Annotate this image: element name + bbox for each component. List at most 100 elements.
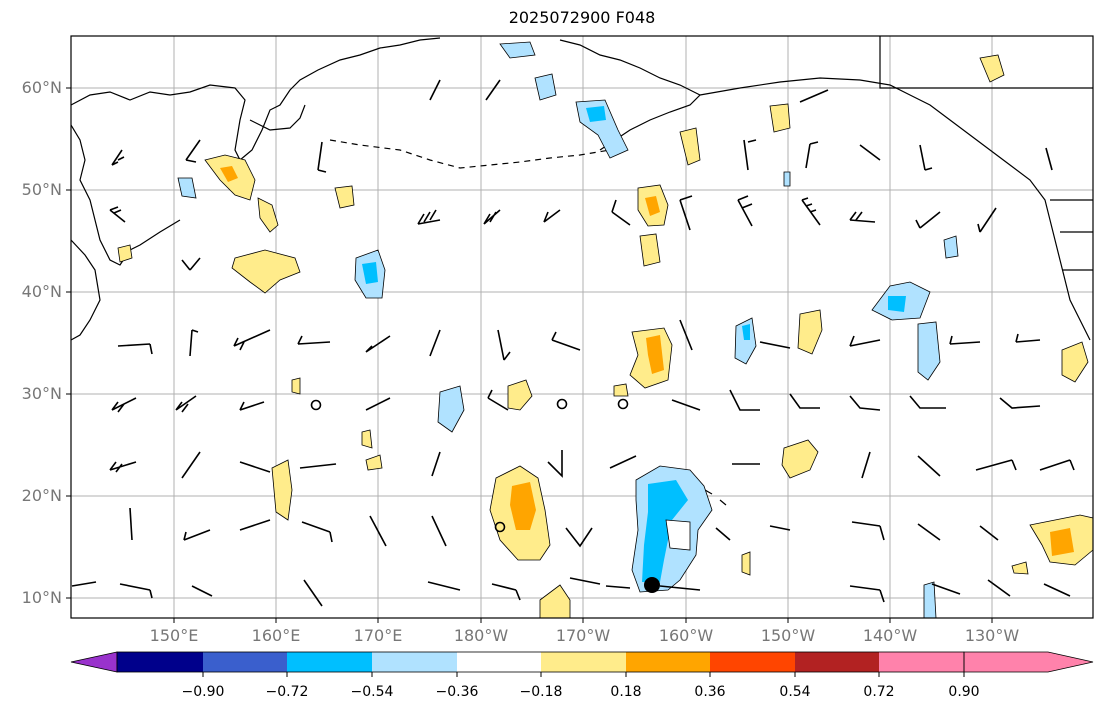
- contour-positive: [639, 233, 661, 267]
- wind-barb: [239, 461, 271, 473]
- contour-positive: [613, 383, 629, 397]
- alaska-west-coast: [559, 39, 702, 151]
- colorbar-tick-label: 0.54: [779, 684, 811, 700]
- wind-barb: [605, 585, 631, 589]
- colorbar-tick-label: 0.72: [863, 684, 895, 700]
- contour-negative-core: [642, 480, 688, 582]
- wind-barb: [743, 139, 757, 171]
- wind-barb: [565, 527, 593, 548]
- contour-positive: [365, 454, 383, 471]
- wind-barb: [931, 583, 961, 595]
- wind-barb: [919, 144, 933, 171]
- wind-barb: [181, 257, 201, 271]
- wind-barb: [859, 144, 881, 161]
- colorbar-extend-min: [70, 651, 118, 673]
- contour-negative: [917, 321, 941, 381]
- wind-barb: [189, 329, 199, 357]
- wind-barb: [1015, 333, 1041, 343]
- lat-label-60n: 60°N: [21, 78, 62, 97]
- contour-positive: [769, 103, 791, 133]
- wind-barb: [111, 149, 125, 166]
- colorbar-tick-label: 0.36: [694, 684, 726, 700]
- kamchatka-coast: [70, 124, 181, 266]
- wind-barb: [427, 581, 461, 591]
- wind-barb: [975, 459, 1017, 471]
- colorbar-segment: [457, 652, 541, 672]
- contour-negative-core: [888, 296, 906, 312]
- wind-barb: [429, 329, 441, 357]
- axis-ticks: [66, 87, 993, 623]
- wind-barb: [915, 211, 941, 229]
- colorbar-tick-label: −0.36: [435, 684, 479, 700]
- wind-barb: [109, 461, 137, 473]
- contour-positive: [257, 197, 279, 233]
- contour-positive-core: [220, 166, 238, 182]
- colorbar: [70, 651, 1094, 677]
- contour-positive-core: [646, 335, 664, 374]
- contour-negative-core: [362, 262, 378, 284]
- wind-barb: [1043, 583, 1071, 597]
- border-lines: [1050, 199, 1093, 271]
- wind-barb: [861, 451, 871, 479]
- wind-barb: [659, 585, 701, 591]
- wind-barb: [365, 335, 391, 353]
- wind-barb: [999, 397, 1041, 409]
- wind-barb: [949, 335, 981, 345]
- colorbar-segment: [710, 652, 795, 672]
- lat-label-50n: 50°N: [21, 180, 62, 199]
- wind-barb: [109, 206, 126, 223]
- contour-positive: [1011, 561, 1029, 575]
- colorbar-segment: [372, 652, 457, 672]
- contour-positive: [361, 429, 373, 449]
- wind-barb: [729, 389, 760, 411]
- contour-negative-core: [586, 106, 606, 122]
- open-circle-marker: [494, 521, 506, 533]
- wind-barb: [801, 197, 821, 226]
- open-circle-marker: [617, 398, 629, 410]
- wind-barb: [679, 319, 693, 351]
- lon-label-130w: 130°W: [964, 626, 1020, 645]
- contour-positive: [507, 379, 533, 411]
- wind-barb: [185, 139, 201, 163]
- colorbar-tick-label: 0.18: [610, 684, 642, 700]
- wind-barb: [317, 141, 327, 173]
- open-circle-marker: [310, 399, 322, 411]
- contour-positive: [741, 551, 751, 576]
- wind-barb: [119, 583, 153, 599]
- wind-barb: [129, 507, 133, 541]
- wind-barb: [543, 209, 561, 223]
- contour-positive: [781, 439, 819, 479]
- wind-barb: [671, 399, 701, 411]
- siberia-coast: [70, 37, 441, 161]
- wind-barb: [429, 79, 441, 101]
- colorbar-segment: [203, 652, 287, 672]
- contour-positive: [1061, 341, 1089, 383]
- wind-barb: [417, 209, 441, 225]
- lon-label-170e: 170°E: [353, 626, 403, 645]
- wind-barb: [181, 451, 201, 479]
- contour-negative: [943, 235, 959, 259]
- wind-barb: [917, 455, 941, 477]
- wind-barb: [977, 207, 997, 233]
- colorbar-segment: [795, 652, 879, 672]
- wind-barb: [233, 329, 271, 351]
- wind-barb: [303, 579, 323, 607]
- map-frame: [70, 35, 1094, 619]
- contour-negative: [534, 73, 557, 101]
- contour-gap: [665, 519, 691, 551]
- wind-barb: [987, 579, 1011, 597]
- colorbar-segment: [626, 652, 710, 672]
- contour-negative: [923, 581, 937, 619]
- aleutian-islands: [329, 139, 611, 169]
- lat-label-40n: 40°N: [21, 282, 62, 301]
- wind-barb: [547, 450, 563, 478]
- wind-barb: [365, 397, 391, 411]
- open-circle-marker: [556, 398, 568, 410]
- contour-negative: [734, 317, 757, 365]
- colorbar-segment: [879, 652, 964, 672]
- wind-barb: [849, 335, 881, 347]
- wind-barb: [183, 529, 211, 541]
- wind-barb: [849, 211, 876, 223]
- lon-label-150w: 150°W: [760, 626, 816, 645]
- colorbar-segment: [541, 652, 626, 672]
